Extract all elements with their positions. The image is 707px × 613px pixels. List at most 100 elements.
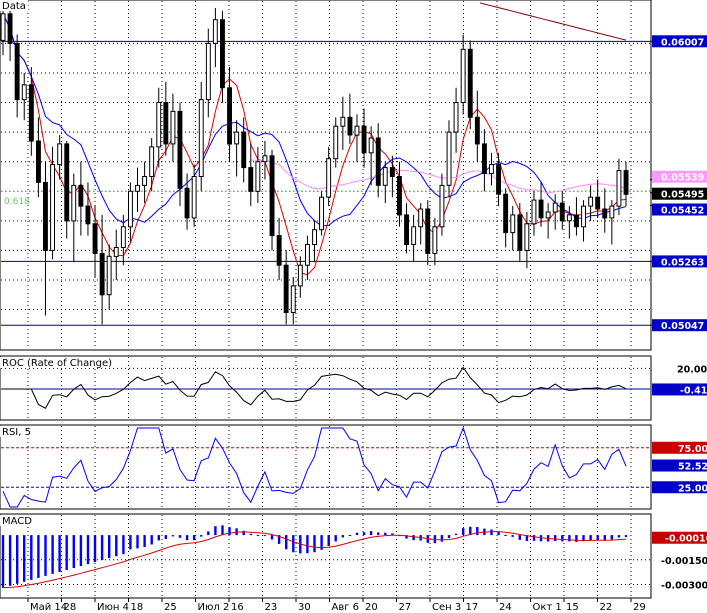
- rsi-tick-label-2: 25.00: [678, 483, 707, 494]
- price-level-box-5: [652, 319, 707, 332]
- macd-bars: [1, 525, 628, 588]
- candle-body-13: [92, 223, 98, 254]
- roc-value-box: [652, 383, 707, 396]
- candle-body-45: [319, 196, 325, 231]
- candle-body-14: [99, 252, 105, 296]
- macd-bar-72: [511, 535, 514, 537]
- macd-bar-37: [263, 535, 267, 537]
- roc-panel: 20.00 -0.41 ROC (Rate of Change): [0, 355, 707, 421]
- macd-bar-70: [497, 531, 500, 536]
- candle-body-3: [21, 84, 27, 101]
- macd-bar-51: [362, 532, 366, 536]
- candle-body-50: [354, 125, 360, 136]
- candle-body-68: [482, 143, 487, 174]
- candle-body-70: [496, 164, 502, 195]
- macd-bar-85: [603, 535, 606, 541]
- candle-body-42: [297, 264, 303, 287]
- roc-title: ROC (Rate of Change): [2, 358, 112, 369]
- macd-bar-50: [355, 532, 359, 536]
- macd-bar-7: [51, 535, 54, 574]
- candle-body-61: [432, 226, 438, 254]
- candle-body-54: [382, 167, 388, 186]
- roc-tick-label-0: 20.00: [677, 364, 707, 375]
- macd-bar-31: [221, 525, 224, 536]
- ma-slow-pink-line: [250, 159, 627, 194]
- macd-bar-30: [214, 526, 217, 536]
- candle-body-44: [312, 229, 318, 245]
- candle-body-15: [106, 255, 112, 296]
- candle-body-17: [120, 226, 126, 249]
- price-level-box-2: [652, 187, 707, 200]
- time-tick-label-9: Авг 6: [332, 602, 360, 613]
- rsi-value-box-0: [652, 441, 707, 454]
- macd-bar-34: [242, 530, 245, 536]
- candle-body-88: [623, 170, 629, 195]
- candle-body-65: [460, 48, 466, 103]
- candle-body-0: [0, 13, 6, 41]
- macd-bar-39: [277, 535, 281, 544]
- macd-bar-65: [462, 528, 465, 536]
- macd-bar-2: [16, 535, 19, 584]
- macd-bar-66: [469, 526, 472, 536]
- macd-bar-86: [610, 535, 613, 540]
- price-panel: 0.06007 0.05539 0.05495 0.05452 0.05263 0.050…: [0, 0, 707, 351]
- macd-bar-82: [582, 535, 585, 542]
- candle-body-34: [241, 131, 247, 169]
- macd-tick-label-2: -0.00300: [661, 580, 707, 591]
- price-tick-label-2: 0.05495: [661, 190, 704, 201]
- candle-body-58: [411, 226, 417, 246]
- macd-bar-22: [157, 535, 160, 541]
- macd-bar-46: [327, 535, 330, 546]
- price-tick-label-4: 0.05263: [661, 257, 704, 268]
- macd-tick-label-0: -0.00016: [665, 534, 707, 545]
- macd-signal-line: [2, 531, 627, 589]
- macd-bar-57: [405, 535, 408, 539]
- rsi-value-box-1: [652, 459, 707, 472]
- candle-body-1: [7, 13, 13, 44]
- candle-body-49: [347, 116, 353, 136]
- candle-body-25: [177, 110, 183, 189]
- macd-bar-28: [200, 535, 203, 537]
- time-tick-label-18: 29: [633, 602, 646, 613]
- candle-body-16: [113, 247, 119, 257]
- macd-bar-44: [313, 535, 316, 553]
- ma-slowest-brown-line: [479, 2, 627, 41]
- macd-bar-41: [292, 535, 295, 553]
- macd-bar-48: [341, 535, 344, 538]
- candle-body-52: [368, 137, 374, 154]
- time-tick-label-4: 25: [164, 602, 177, 613]
- candle-body-26: [184, 187, 190, 219]
- macd-tick-label-1: -0.00150: [661, 556, 707, 567]
- candle-body-9: [64, 143, 70, 222]
- candle-body-24: [170, 110, 176, 145]
- candle-body-60: [425, 208, 431, 254]
- candle-body-47: [333, 125, 339, 160]
- macd-bar-1: [8, 535, 12, 586]
- candle-body-59: [418, 208, 424, 228]
- candle-body-64: [453, 102, 459, 133]
- macd-bar-21: [150, 535, 153, 545]
- macd-bar-12: [86, 535, 90, 565]
- candle-body-73: [517, 214, 523, 251]
- price-level-box-0: [652, 35, 707, 48]
- candle-body-10: [71, 184, 77, 222]
- rsi-tick-label-1: 52.52: [678, 462, 707, 473]
- macd-bar-27: [192, 535, 196, 541]
- macd-bar-64: [454, 533, 458, 536]
- macd-bar-11: [79, 535, 83, 566]
- rsi-panel-frame: [0, 424, 652, 510]
- candle-body-62: [439, 184, 445, 228]
- price-tick-label-1: 0.05539: [661, 173, 704, 184]
- candle-body-78: [552, 202, 558, 213]
- macd-bar-81: [575, 535, 578, 542]
- macd-bar-80: [568, 535, 571, 542]
- candle-body-67: [474, 116, 480, 145]
- time-tick-label-17: 22: [600, 602, 613, 613]
- roc-gridlines: [1, 357, 650, 419]
- time-tick-label-12: Сен 3: [432, 602, 461, 613]
- candle-body-18: [128, 190, 133, 228]
- candle-body-40: [283, 264, 289, 314]
- macd-bar-26: [185, 535, 189, 541]
- macd-bar-43: [306, 535, 309, 554]
